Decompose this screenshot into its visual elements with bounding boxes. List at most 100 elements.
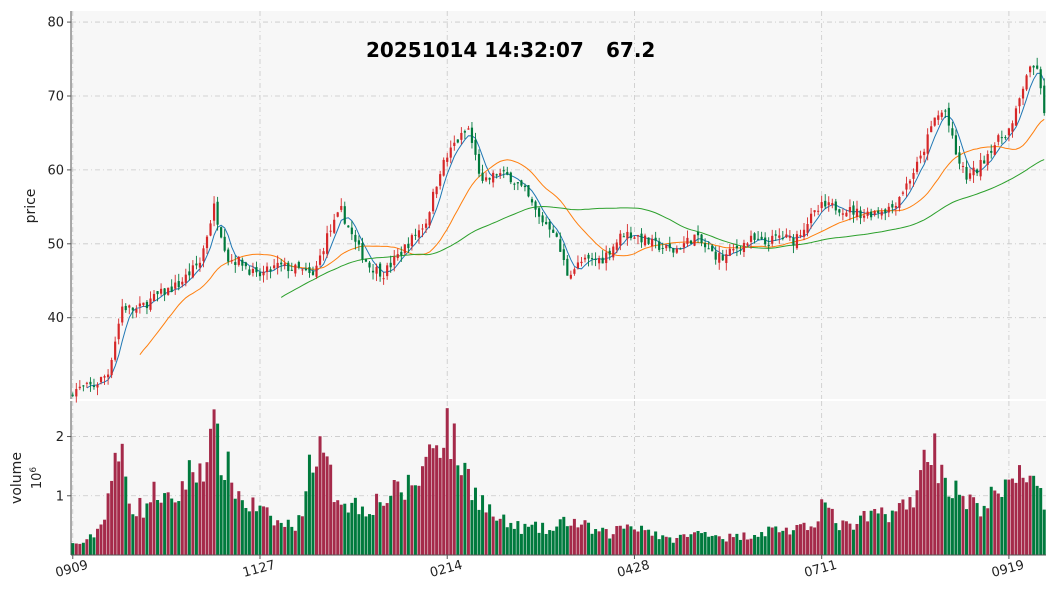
volume-bar <box>360 506 364 555</box>
candlestick <box>170 279 173 293</box>
volume-bar <box>212 409 216 555</box>
volume-bar <box>463 462 467 555</box>
candlestick <box>191 260 194 279</box>
volume-bar <box>622 528 626 555</box>
volume-bar <box>286 519 290 555</box>
volume-bar <box>247 511 251 555</box>
candlestick <box>933 117 936 127</box>
volume-bar <box>640 525 644 555</box>
candlestick <box>696 225 700 243</box>
volume-bar <box>710 535 714 555</box>
candlestick <box>845 209 848 217</box>
volume-bar <box>88 534 92 555</box>
candlestick <box>926 128 929 161</box>
volume-bar <box>95 528 99 555</box>
volume-bar <box>664 536 668 555</box>
volume-bar <box>279 522 283 555</box>
candlestick <box>725 249 728 271</box>
candlestick <box>343 201 346 225</box>
candlestick <box>940 110 943 120</box>
candlestick <box>481 164 484 184</box>
volume-bar <box>311 472 315 555</box>
volume-bar <box>127 503 131 555</box>
candlestick <box>873 210 876 217</box>
candlestick <box>354 229 357 250</box>
volume-bar <box>756 536 760 555</box>
candlestick <box>831 198 834 209</box>
volume-bar <box>117 461 121 555</box>
volume-bar <box>1028 475 1032 555</box>
volume-bar <box>859 515 863 555</box>
price-axis-title: price <box>23 189 39 224</box>
candlestick <box>894 202 897 216</box>
candlestick <box>159 283 163 296</box>
volume-bar <box>389 495 393 555</box>
volume-bar <box>223 480 227 555</box>
volume-bar <box>647 529 651 555</box>
volume-bar <box>1025 482 1029 555</box>
volume-bar <box>565 526 569 555</box>
candlestick <box>665 245 668 252</box>
volume-bar <box>915 490 919 555</box>
candlestick <box>587 252 590 267</box>
volume-bar <box>120 443 124 555</box>
candlestick <box>749 230 753 249</box>
volume-bar <box>643 530 647 555</box>
volume-bar <box>1010 478 1014 555</box>
volume-bar <box>763 536 767 555</box>
volume-bar <box>965 509 969 555</box>
volume-bar <box>537 532 541 555</box>
price-panel <box>71 11 1046 399</box>
candlestick <box>855 200 859 221</box>
candlestick <box>421 223 424 238</box>
candlestick <box>1043 78 1046 116</box>
volume-bar <box>332 502 336 555</box>
candlestick <box>820 195 823 213</box>
candlestick <box>824 194 827 210</box>
volume-bar <box>406 474 410 555</box>
candlestick <box>248 266 251 276</box>
candlestick <box>382 272 385 285</box>
volume-bar <box>738 539 742 555</box>
volume-bar <box>290 526 294 555</box>
volume-bar <box>131 514 135 555</box>
volume-bar <box>346 512 350 555</box>
candlestick <box>947 102 950 133</box>
candlestick <box>626 224 629 246</box>
candlestick <box>117 318 120 345</box>
volume-bar <box>272 525 276 555</box>
candlestick <box>809 207 813 229</box>
volume-bar <box>579 524 583 555</box>
volume-bar <box>1035 485 1039 555</box>
volume-panel <box>71 401 1046 555</box>
volume-bar <box>671 542 675 555</box>
volume-bar <box>788 534 792 555</box>
candlestick <box>559 232 562 253</box>
candlestick <box>990 144 993 159</box>
candlestick <box>887 203 890 218</box>
candlestick <box>802 222 806 241</box>
volume-bar <box>530 524 534 555</box>
candlestick <box>265 262 269 280</box>
volume-bar <box>318 436 322 555</box>
candlestick <box>371 264 375 280</box>
candlestick <box>202 245 205 268</box>
volume-bar <box>339 504 343 555</box>
price-tick-label: 60 <box>47 163 64 178</box>
volume-bar <box>240 500 244 555</box>
candlestick <box>972 160 975 183</box>
volume-bar <box>933 433 937 555</box>
candlestick <box>251 262 255 277</box>
candlestick <box>294 263 297 277</box>
volume-bar <box>516 521 520 555</box>
volume-bar <box>629 526 633 555</box>
candlestick <box>184 268 187 287</box>
candlestick <box>930 120 933 133</box>
candlestick <box>492 170 495 188</box>
volume-bar <box>470 500 474 555</box>
volume-bar <box>78 543 82 555</box>
candlestick <box>608 247 611 261</box>
volume-bar <box>654 531 658 555</box>
candlestick <box>566 255 569 276</box>
x-tick-label: 0909 <box>54 558 90 581</box>
